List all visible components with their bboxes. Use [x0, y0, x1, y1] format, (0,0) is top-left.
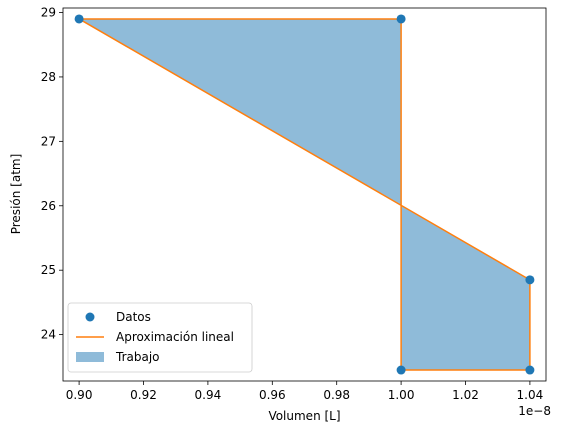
data-point-1	[396, 14, 406, 24]
legend-label: Aproximación lineal	[116, 330, 234, 344]
x-tick-label: 1.02	[452, 388, 479, 402]
aproximacion-lineal-line	[78, 18, 531, 371]
x-axis-offset-label: 1e−8	[518, 404, 551, 418]
legend-marker-trabajo	[76, 352, 104, 362]
x-axis-label: Volumen [L]	[268, 409, 340, 423]
y-tick-label: 26	[41, 199, 56, 213]
legend: Datos Aproximación lineal Trabajo	[67, 302, 253, 373]
legend-label: Datos	[116, 310, 151, 324]
x-tick-label: 1.00	[388, 388, 415, 402]
x-tick-label: 0.90	[66, 388, 93, 402]
data-point-2	[396, 365, 406, 375]
y-tick-label: 27	[41, 134, 56, 148]
y-tick-label: 28	[41, 70, 56, 84]
y-tick-label: 29	[41, 6, 56, 20]
legend-label: Trabajo	[115, 350, 160, 364]
x-tick-label: 0.94	[195, 388, 222, 402]
trabajo-area	[79, 18, 530, 371]
x-tick-label: 0.98	[323, 388, 350, 402]
x-tick-label: 0.96	[259, 388, 286, 402]
y-tick-label: 25	[41, 263, 56, 277]
y-axis-label: Presión [atm]	[9, 154, 23, 235]
x-axis-ticks: 0.90 0.92 0.94 0.96 0.98 1.00 1.02 1.04	[66, 381, 544, 402]
y-axis-ticks: 24 25 26 27 28 29	[41, 6, 63, 342]
legend-marker-datos	[85, 312, 95, 322]
x-tick-label: 1.04	[517, 388, 544, 402]
data-point-3	[525, 365, 535, 375]
axes-frame	[62, 7, 547, 382]
y-tick-label: 24	[41, 328, 56, 342]
x-tick-label: 0.92	[130, 388, 157, 402]
plot-area	[62, 7, 547, 382]
data-point-0	[74, 14, 84, 24]
legend-box	[67, 302, 253, 373]
data-point-4	[525, 275, 535, 285]
